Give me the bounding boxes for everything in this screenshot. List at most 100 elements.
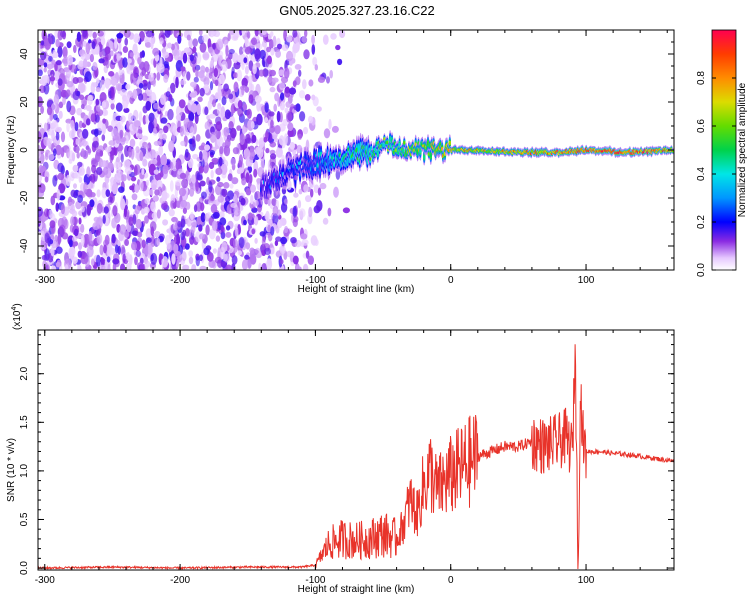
heatmap-cell: [239, 133, 245, 146]
heatmap-cell: [38, 131, 42, 143]
heatmap-cell: [189, 92, 197, 98]
y-tick-label: 1.0: [19, 464, 30, 478]
heatmap-cell: [198, 224, 203, 232]
heatmap-cell: [135, 132, 143, 139]
heatmap-cell: [242, 103, 248, 111]
spectrogram-y-ticks: -40 -20 0 20 40: [19, 29, 674, 271]
heatmap-cell: [78, 40, 83, 50]
heatmap-cell: [163, 74, 169, 83]
heatmap-cell: [40, 51, 47, 61]
heatmap-cell: [292, 205, 297, 218]
heatmap-cell: [269, 39, 274, 50]
heatmap-cell: [160, 117, 168, 124]
heatmap-cell: [141, 67, 147, 76]
heatmap-cell: [258, 262, 262, 270]
heatmap-cell: [205, 224, 210, 236]
heatmap-cell: [278, 69, 285, 76]
heatmap-cell: [44, 232, 50, 244]
heatmap-cell: [83, 182, 88, 194]
heatmap-cell: [274, 125, 281, 135]
heatmap-cell: [292, 80, 297, 87]
heatmap-cell: [116, 53, 122, 61]
snr-multiplier-exponent: 4: [11, 307, 18, 311]
heatmap-cell: [101, 187, 108, 199]
heatmap-cell: [220, 231, 226, 240]
heatmap-cell: [99, 150, 104, 157]
heatmap-cell: [86, 204, 92, 216]
heatmap-cell: [298, 161, 301, 165]
heatmap-cell: [248, 212, 253, 221]
heatmap-cell: [267, 76, 273, 83]
y-tick-label: 40: [19, 48, 30, 60]
heatmap-cell: [52, 175, 58, 187]
heatmap-cell: [51, 265, 57, 270]
heatmap-cell: [78, 138, 83, 148]
heatmap-cell: [38, 43, 41, 52]
heatmap-cell: [149, 188, 154, 196]
heatmap-cell: [73, 183, 77, 189]
heatmap-cell: [81, 96, 87, 107]
heatmap-cell: [65, 118, 72, 124]
heatmap-cell: [317, 187, 322, 196]
heatmap-cell: [204, 144, 211, 151]
heatmap-cell: [221, 60, 228, 72]
heatmap-cell: [156, 179, 163, 190]
snr-y-axis-label: SNR (10 * v/v): [6, 438, 17, 502]
heatmap-cell: [199, 87, 205, 97]
heatmap-cell: [177, 34, 182, 44]
heatmap-cell: [74, 121, 79, 132]
heatmap-cell: [302, 263, 309, 270]
heatmap-cell: [137, 231, 143, 238]
heatmap-cell: [177, 221, 183, 228]
heatmap-cell: [96, 78, 100, 84]
heatmap-cell: [277, 220, 283, 229]
heatmap-cell: [70, 216, 75, 226]
heatmap-cell: [144, 215, 149, 224]
heatmap-cell: [66, 41, 72, 49]
heatmap-cell: [153, 140, 161, 146]
heatmap-cell: [154, 172, 162, 181]
heatmap-cell: [294, 175, 297, 181]
heatmap-cell: [219, 210, 225, 219]
spectrogram-signal-ridge: [260, 130, 674, 205]
heatmap-cell: [270, 247, 275, 255]
heatmap-cell: [142, 83, 148, 91]
heatmap-cell: [255, 43, 263, 50]
heatmap-cell: [233, 81, 239, 93]
heatmap-cell: [147, 142, 152, 152]
heatmap-cell: [145, 100, 151, 111]
heatmap-cell: [72, 256, 78, 264]
heatmap-cell: [251, 134, 257, 144]
snr-panel: -300 -200 -100 0 100 0.0 0.5 1.0 1.5 2.0 Height …: [6, 303, 675, 595]
heatmap-cell: [269, 141, 277, 148]
heatmap-cell: [275, 147, 283, 158]
heatmap-cell: [180, 66, 186, 72]
snr-series-line: [38, 344, 674, 570]
heatmap-cell: [96, 189, 101, 198]
heatmap-cell: [328, 118, 332, 130]
heatmap-cell: [124, 166, 132, 175]
heatmap-cell: [69, 249, 74, 259]
heatmap-cell: [213, 30, 221, 37]
heatmap-cell: [252, 63, 257, 75]
heatmap-cell: [244, 86, 250, 93]
heatmap-cell: [99, 244, 104, 256]
heatmap-cell: [103, 206, 109, 214]
heatmap-cell: [427, 152, 431, 156]
heatmap-cell: [106, 247, 112, 257]
spectrogram-x-axis-label: Height of straight line (km): [298, 284, 415, 295]
heatmap-cell: [122, 57, 128, 68]
heatmap-cell: [208, 161, 215, 170]
heatmap-cell: [126, 262, 132, 270]
heatmap-cell: [204, 121, 210, 130]
heatmap-cell: [49, 76, 56, 82]
heatmap-cell: [311, 94, 316, 101]
heatmap-cell: [259, 49, 266, 60]
heatmap-cell: [215, 128, 221, 140]
heatmap-cell: [227, 32, 231, 42]
heatmap-cell: [159, 37, 164, 45]
heatmap-cell: [75, 138, 79, 145]
heatmap-cell: [107, 125, 114, 132]
heatmap-cell: [266, 258, 273, 270]
heatmap-cell: [206, 252, 214, 262]
